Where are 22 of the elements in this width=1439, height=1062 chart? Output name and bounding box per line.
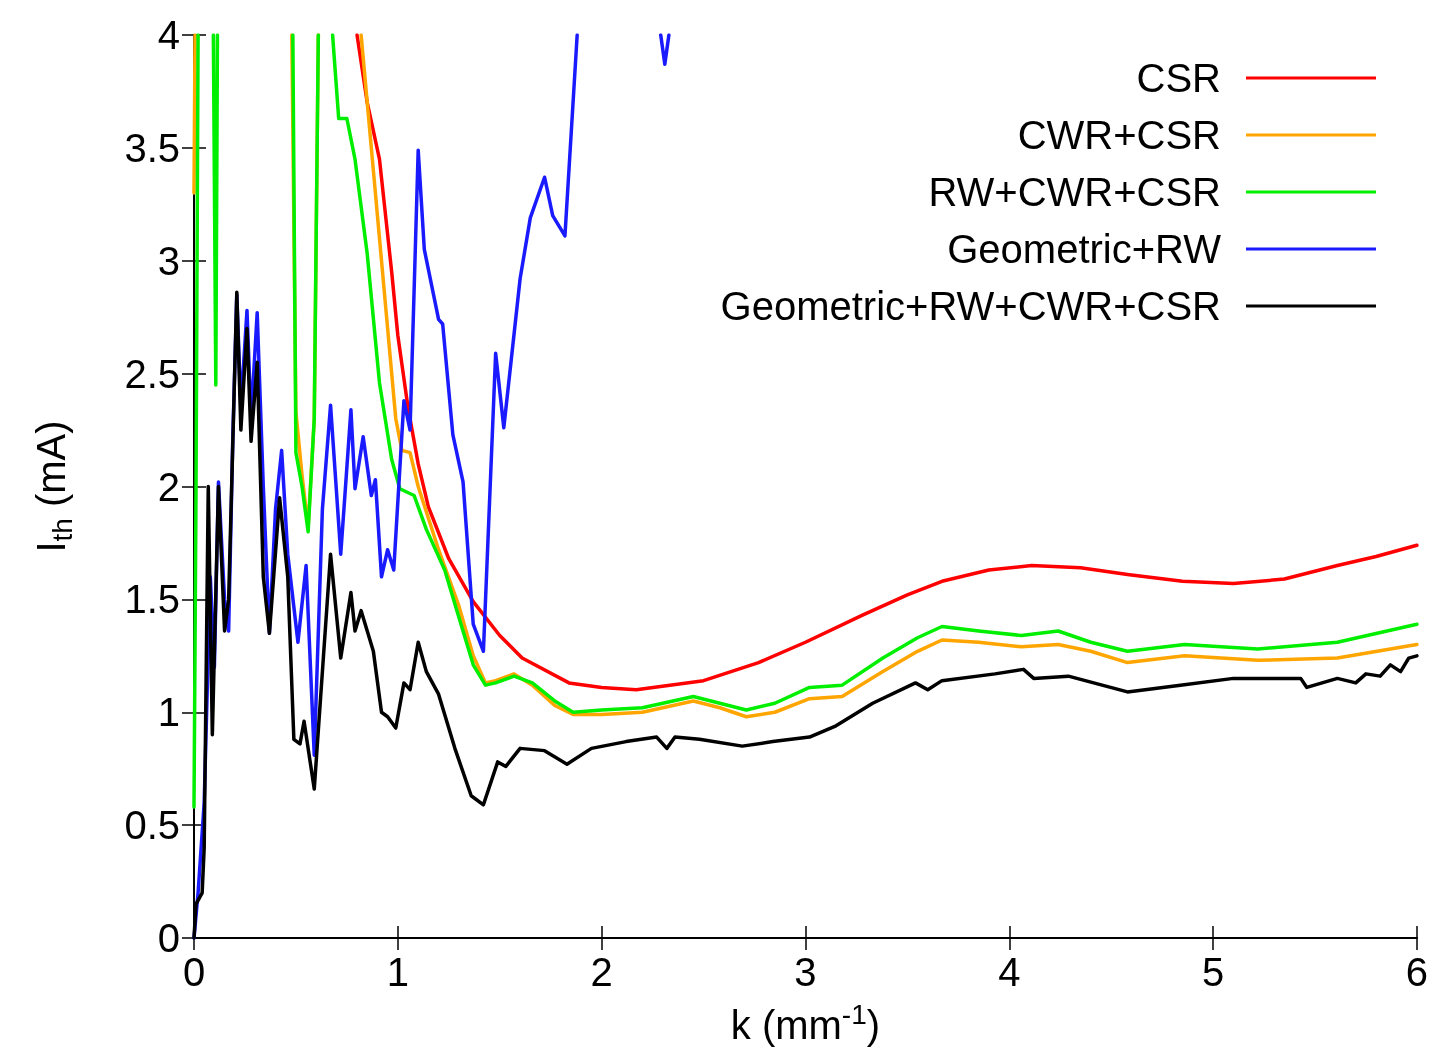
- x-tick-label: 3: [794, 950, 817, 994]
- x-tick-label: 5: [1201, 950, 1225, 994]
- y-tick-label: 3: [157, 238, 180, 283]
- x-tick-label: 6: [1405, 950, 1428, 994]
- legend-label: Geometric+RW+CWR+CSR: [720, 284, 1221, 328]
- y-tick-label: 2.5: [124, 351, 180, 396]
- legend-label: CWR+CSR: [1017, 113, 1221, 157]
- y-tick-label: 3.5: [124, 125, 180, 170]
- x-tick-label: 4: [998, 950, 1021, 994]
- y-tick-label: 4: [157, 13, 180, 57]
- y-tick-label: 1.5: [124, 577, 180, 622]
- legend-label: CSR: [1136, 56, 1221, 100]
- y-tick-label: 2: [157, 464, 180, 509]
- x-tick-label: 2: [590, 950, 613, 994]
- line-series: [355, 33, 1419, 692]
- y-tick-label: 0: [157, 916, 180, 960]
- y-axis-title: Ith (mA): [29, 420, 78, 553]
- x-tick-label: 1: [386, 950, 409, 994]
- y-tick-label: 1: [157, 690, 180, 735]
- y-tick-label: 0.5: [124, 803, 180, 848]
- legend-label: Geometric+RW: [947, 227, 1222, 271]
- legend-label: RW+CWR+CSR: [928, 170, 1221, 214]
